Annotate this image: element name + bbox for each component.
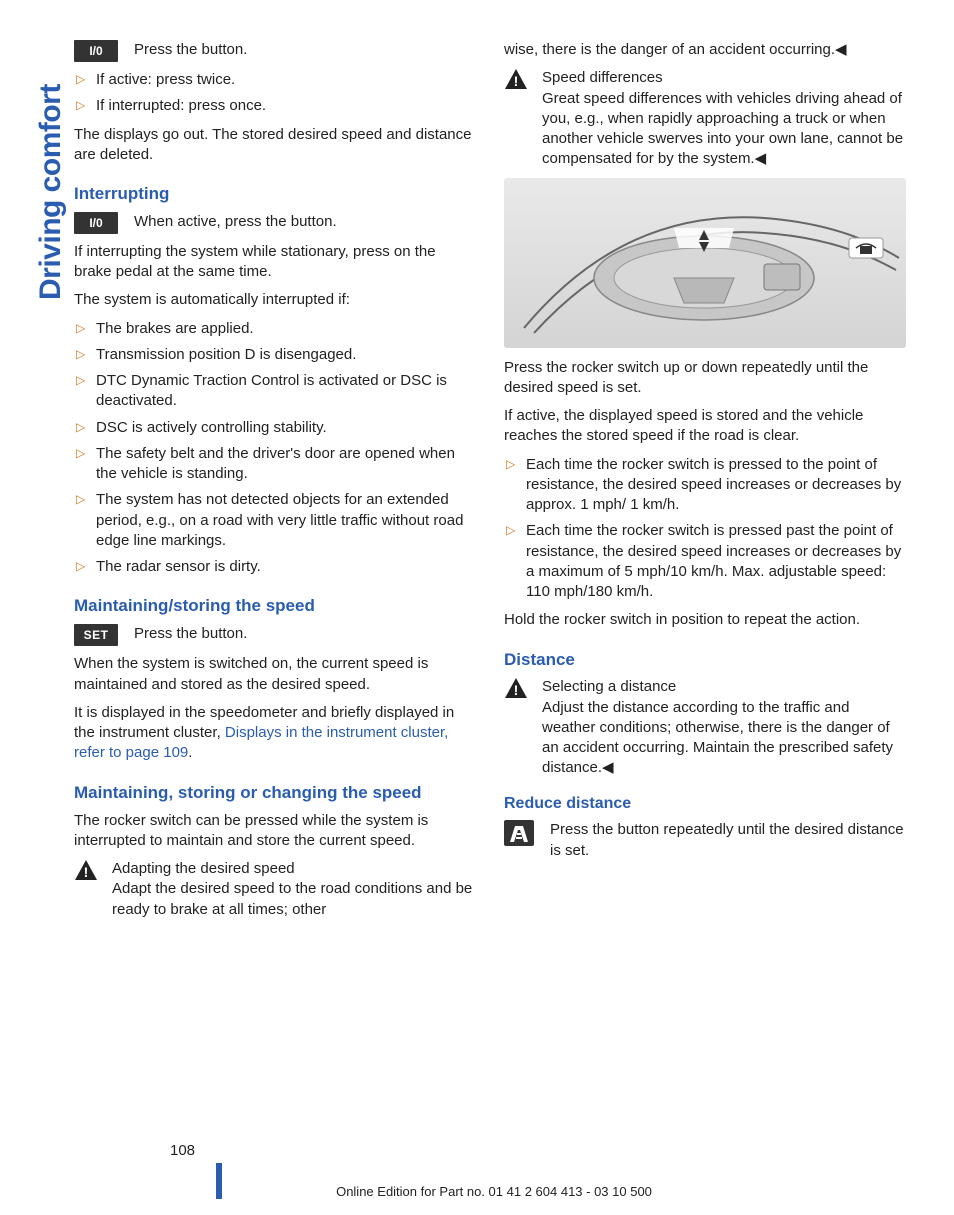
adapting-body: Adapt the desired speed to the road cond… (112, 880, 472, 917)
wise-danger: wise, there is the danger of an accident… (504, 40, 906, 60)
reduce-distance-text: Press the button repeatedly until the de… (550, 820, 906, 861)
hold-rocker: Hold the rocker switch in position to re… (504, 610, 906, 630)
side-tab: Driving comfort (0, 0, 46, 320)
interrupting-stationary: If interrupting the system while station… (74, 242, 476, 283)
list-item: If active: press twice. (74, 70, 476, 90)
maintain-store-heading: Maintaining/storing the speed (74, 595, 476, 618)
if-list: If active: press twice. If interrupted: … (74, 70, 476, 117)
speed-diff-title: Speed differences (542, 69, 663, 86)
set-button-text: Press the button. (134, 624, 476, 644)
when-active-text: When active, press the button. (134, 212, 476, 232)
displayed-post: . (188, 744, 192, 761)
interrupt-conditions: The brakes are applied. Transmission pos… (74, 319, 476, 578)
svg-text:!: ! (514, 682, 519, 698)
speed-diff-body: Great speed differences with vehicles dr… (542, 90, 903, 168)
selecting-title: Selecting a distance (542, 678, 676, 695)
io-button-icon: I/0 (74, 40, 118, 62)
maintain-change-heading: Maintaining, storing or changing the spe… (74, 782, 476, 805)
speed-diff-warning: ! Speed differences Great speed differen… (504, 68, 906, 169)
list-item: Each time the rocker switch is pressed t… (504, 455, 906, 516)
svg-text:!: ! (514, 73, 519, 89)
rocker-pressed: The rocker switch can be pressed while t… (74, 811, 476, 852)
press-button-text: Press the button. (134, 40, 476, 60)
press-rocker: Press the rocker switch up or down repea… (504, 358, 906, 399)
press-button-row: I/0 Press the button. (74, 40, 476, 62)
if-active-displayed: If active, the displayed speed is stored… (504, 406, 906, 447)
page-body: I/0 Press the button. If active: press t… (74, 40, 914, 1175)
warning-icon: ! (74, 859, 98, 881)
reduce-distance-heading: Reduce distance (504, 793, 906, 815)
list-item: DSC is actively controlling stability. (74, 418, 476, 438)
warning-icon: ! (504, 677, 528, 699)
auto-interrupted: The system is automatically interrupted … (74, 290, 476, 310)
list-item: The safety belt and the driver's door ar… (74, 444, 476, 485)
io-button-icon: I/0 (74, 212, 118, 234)
svg-text:!: ! (84, 864, 89, 880)
list-item: DTC Dynamic Traction Control is activate… (74, 371, 476, 412)
page-number: 108 (170, 1142, 195, 1159)
distance-button-icon (504, 820, 534, 846)
adapting-warning: ! Adapting the desired speed Adapt the d… (74, 859, 476, 920)
displayed-in-speedo: It is displayed in the speedometer and b… (74, 703, 476, 764)
list-item: The radar sensor is dirty. (74, 557, 476, 577)
left-column: I/0 Press the button. If active: press t… (74, 40, 476, 928)
right-column: wise, there is the danger of an accident… (504, 40, 906, 928)
list-item: Each time the rocker switch is pressed p… (504, 521, 906, 602)
side-tab-label: Driving comfort (34, 84, 68, 300)
selecting-body: Adjust the distance according to the tra… (542, 699, 893, 777)
interrupting-heading: Interrupting (74, 183, 476, 206)
displays-out: The displays go out. The stored desired … (74, 125, 476, 166)
list-item: The system has not detected objects for … (74, 490, 476, 551)
when-active-row: I/0 When active, press the button. (74, 212, 476, 234)
set-button-row: SET Press the button. (74, 624, 476, 646)
selecting-distance-warning: ! Selecting a distance Adjust the distan… (504, 677, 906, 778)
list-item: The brakes are applied. (74, 319, 476, 339)
warning-icon: ! (504, 68, 528, 90)
list-item: Transmission position D is disengaged. (74, 345, 476, 365)
reduce-distance-row: Press the button repeatedly until the de… (504, 820, 906, 861)
adapting-title: Adapting the desired speed (112, 860, 295, 877)
list-item: If interrupted: press once. (74, 96, 476, 116)
set-button-icon: SET (74, 624, 118, 646)
when-switched-on: When the system is switched on, the curr… (74, 654, 476, 695)
steering-wheel-diagram (504, 178, 906, 348)
distance-heading: Distance (504, 649, 906, 672)
rocker-bullets: Each time the rocker switch is pressed t… (504, 455, 906, 603)
footer-text: Online Edition for Part no. 01 41 2 604 … (74, 1184, 914, 1199)
